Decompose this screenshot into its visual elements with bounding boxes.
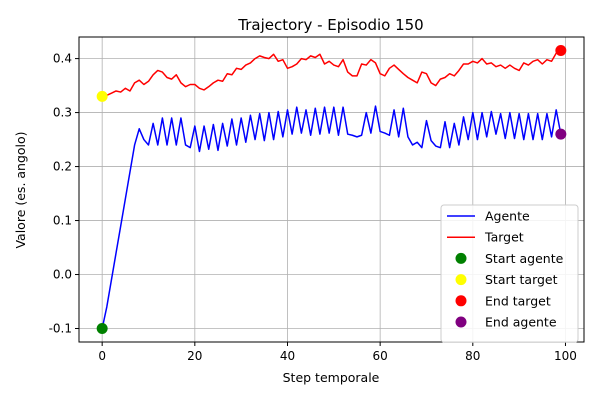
x-tick-label: 100 bbox=[554, 349, 577, 363]
marker-start-target bbox=[96, 90, 108, 102]
x-tick-label: 20 bbox=[187, 349, 202, 363]
legend-label: Start target bbox=[485, 272, 558, 287]
plot-frame bbox=[78, 36, 585, 343]
marker-end-target bbox=[555, 44, 567, 56]
x-tick-label: 40 bbox=[280, 349, 295, 363]
y-tick-label: 0.2 bbox=[53, 160, 72, 174]
legend-label: Start agente bbox=[485, 251, 564, 266]
marker-end-agente bbox=[555, 128, 567, 140]
legend-label: Agente bbox=[485, 209, 530, 224]
x-tick-label: 60 bbox=[373, 349, 388, 363]
legend-label: End agente bbox=[485, 315, 557, 330]
y-tick-label: 0.1 bbox=[53, 214, 72, 228]
series-line-target bbox=[101, 49, 562, 98]
series-line-agente bbox=[101, 105, 562, 329]
legend-label: End target bbox=[485, 293, 551, 308]
y-tick-label: 0.4 bbox=[53, 52, 72, 66]
legend-swatch-start-agente bbox=[455, 252, 467, 264]
y-axis-label: Valore (es. angolo) bbox=[13, 131, 28, 248]
chart-title: Trajectory - Episodio 150 bbox=[237, 16, 423, 34]
legend-swatch-start-target bbox=[455, 274, 467, 286]
y-tick-label: 0.3 bbox=[53, 106, 72, 120]
legend: Agente Target Start agente Start target End … bbox=[440, 204, 579, 343]
x-axis-label: Step temporale bbox=[283, 370, 380, 385]
legend-swatch-end-agente bbox=[455, 316, 467, 328]
y-tick-label: 0.0 bbox=[53, 268, 72, 282]
marker-layer bbox=[96, 44, 567, 335]
axis-ticks: 0 20 40 60 80 100 -0.1 0.0 0.1 0.2 0.3 0.4 bbox=[49, 52, 577, 363]
x-tick-label: 0 bbox=[98, 349, 106, 363]
marker-start-agente bbox=[96, 323, 108, 335]
legend-box bbox=[440, 204, 579, 343]
x-tick-label: 80 bbox=[465, 349, 480, 363]
y-tick-label: -0.1 bbox=[49, 322, 72, 336]
legend-swatch-end-target bbox=[455, 295, 467, 307]
legend-label: Target bbox=[484, 230, 524, 245]
series-layer bbox=[101, 49, 562, 329]
